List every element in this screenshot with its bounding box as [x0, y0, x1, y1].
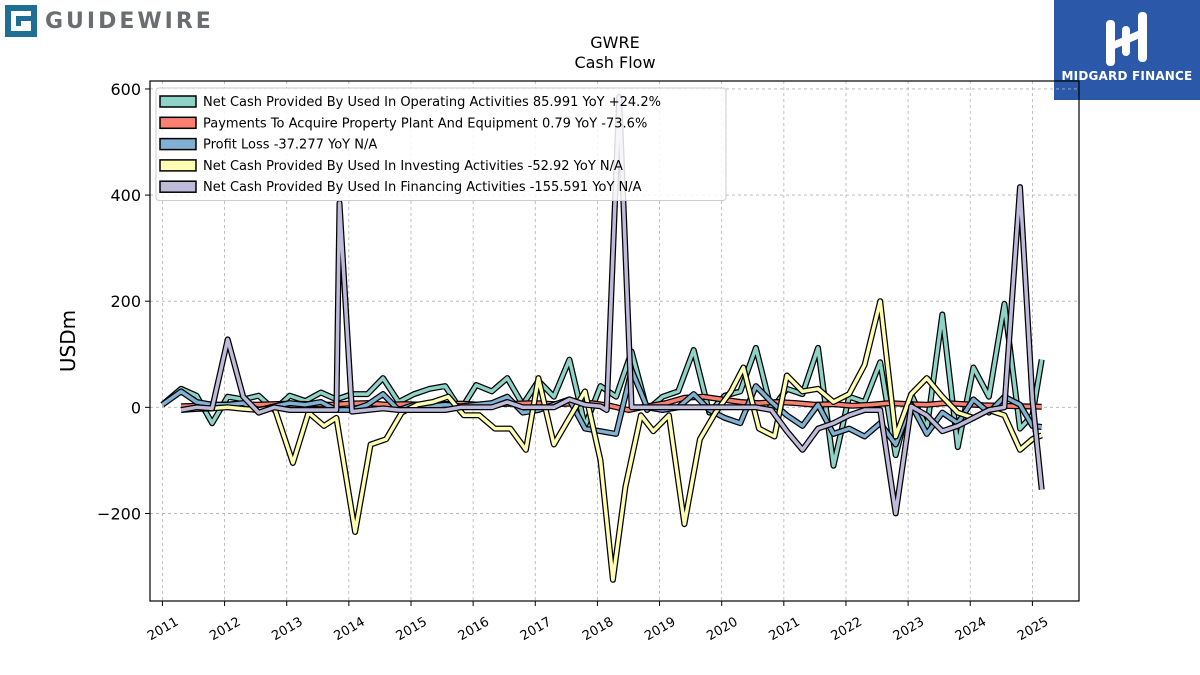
guidewire-mark-icon — [5, 5, 37, 37]
x-tick-label: 2021 — [767, 615, 803, 645]
x-tick-label: 2020 — [704, 615, 740, 645]
legend-label-1: Net Cash Provided By Used In Operating A… — [203, 95, 661, 110]
x-tick-label: 2018 — [580, 615, 616, 645]
legend-box — [155, 87, 727, 201]
x-tick-label: 2015 — [394, 615, 430, 645]
series-line-4 — [180, 299, 1043, 582]
x-tick-label: 2017 — [518, 615, 554, 645]
midgard-mark-icon — [1106, 12, 1147, 66]
chart-subtitle: Cash Flow — [574, 53, 655, 72]
y-tick-label: 200 — [110, 292, 141, 311]
midgard-finance-logo: MIDGARD FINANCE — [1054, 0, 1200, 100]
chart-title: GWRE — [590, 33, 639, 52]
x-tick-label: 2011 — [145, 615, 181, 645]
x-tick-label: 2016 — [456, 615, 492, 645]
plot-frame — [149, 80, 1080, 602]
legend-label-2: Payments To Acquire Property Plant And E… — [203, 116, 647, 131]
y-tick-label: −200 — [97, 504, 141, 523]
legend-swatch-2 — [159, 116, 197, 130]
midgard-brand-text: MIDGARD FINANCE — [1061, 69, 1193, 83]
x-tick-label: 2023 — [891, 615, 927, 645]
x-tick-label: 2014 — [332, 615, 368, 645]
guidewire-logo: GUIDEWIRE — [5, 5, 214, 37]
legend: Net Cash Provided By Used In Operating A… — [155, 87, 727, 201]
legend-swatch-4 — [159, 159, 197, 172]
y-tick-label: 600 — [110, 80, 141, 99]
y-tick-label: 0 — [131, 398, 141, 417]
legend-swatch-1 — [159, 95, 197, 108]
legend-swatch-5 — [159, 180, 197, 193]
x-tick-label: 2022 — [829, 615, 865, 645]
legend-label-4: Net Cash Provided By Used In Investing A… — [203, 159, 623, 174]
legend-swatch-3 — [159, 137, 197, 151]
guidewire-wordmark: GUIDEWIRE — [45, 8, 214, 34]
series-lines — [160, 93, 1045, 583]
x-tick-label: 2019 — [642, 615, 678, 645]
x-tick-label: 2012 — [207, 615, 243, 645]
series-line-5 — [180, 95, 1044, 516]
x-tick-label: 2024 — [953, 615, 989, 645]
series-outline-1 — [160, 300, 1045, 469]
x-tick-label: 2013 — [269, 615, 305, 645]
legend-label-5: Net Cash Provided By Used In Financing A… — [203, 180, 642, 195]
y-axis-label: USDm — [56, 310, 80, 372]
series-line-3 — [161, 368, 1042, 447]
y-tick-label: 400 — [110, 186, 141, 205]
legend-label-3: Profit Loss -37.277 YoY N/A — [203, 138, 377, 153]
x-tick-label: 2025 — [1015, 615, 1051, 645]
